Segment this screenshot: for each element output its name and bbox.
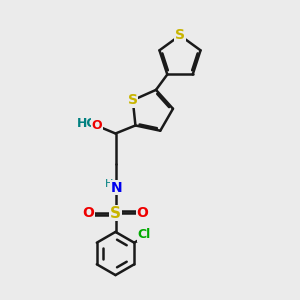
Text: HO: HO <box>76 116 98 130</box>
Text: O: O <box>136 206 148 220</box>
Text: H: H <box>105 179 113 189</box>
Text: S: S <box>110 206 121 220</box>
Text: O: O <box>91 118 102 132</box>
Text: S: S <box>175 28 185 42</box>
Text: Cl: Cl <box>138 228 151 241</box>
Text: O: O <box>82 206 94 220</box>
Text: N: N <box>110 181 122 194</box>
Text: S: S <box>128 93 138 107</box>
